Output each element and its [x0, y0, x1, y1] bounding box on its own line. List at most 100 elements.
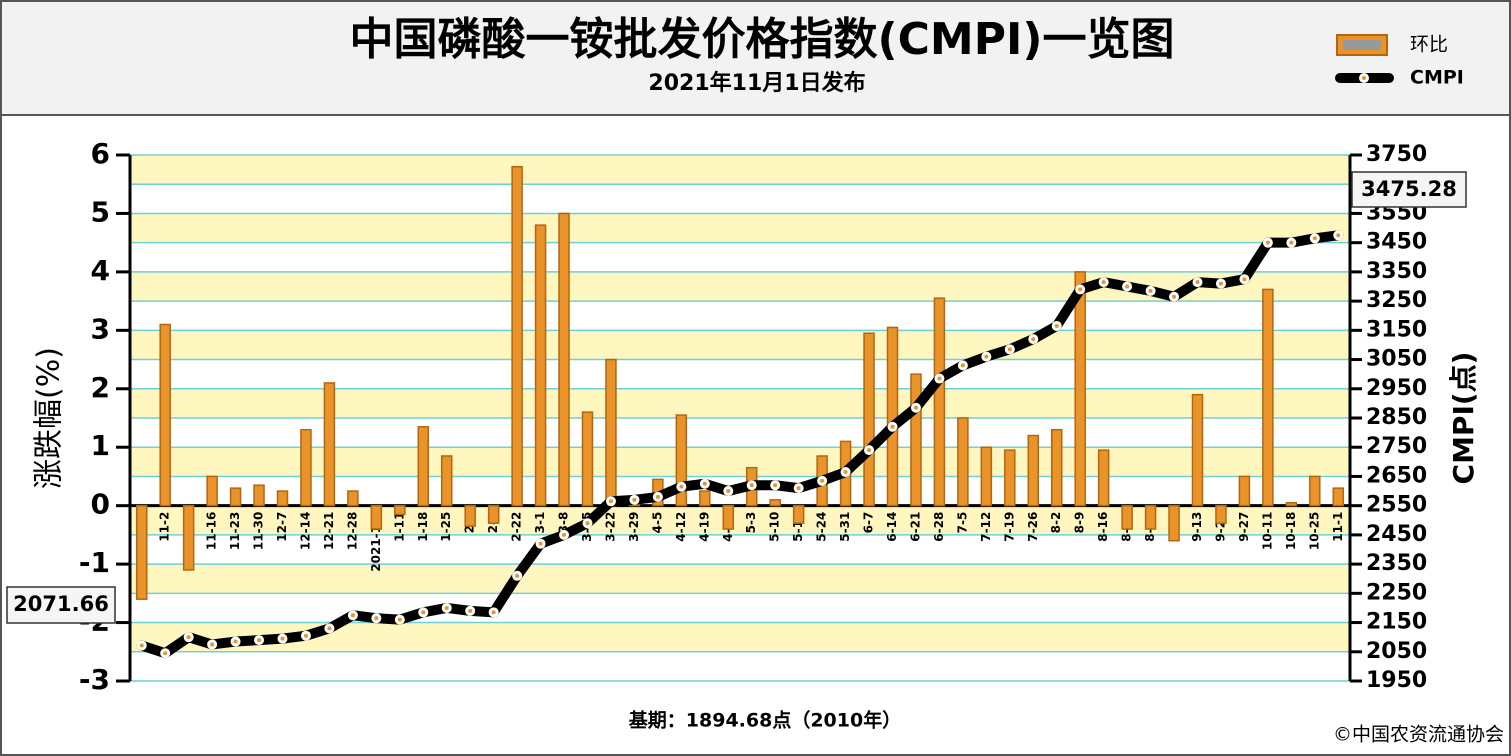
marker-dot: [1289, 240, 1294, 245]
y-tick-label: 1: [91, 429, 110, 462]
marker-dot: [210, 642, 215, 647]
marker-dot: [1172, 294, 1177, 299]
legend-swatch-inner: [1343, 40, 1381, 50]
marker-dot: [796, 486, 801, 491]
x-tick-label: 3-1: [533, 512, 547, 534]
x-tick-label: 4-19: [697, 512, 711, 542]
marker-dot: [749, 483, 754, 488]
marker-dot: [186, 635, 191, 640]
bar: [1191, 393, 1204, 507]
marker-dot: [538, 541, 543, 546]
marker-dot: [773, 483, 778, 488]
marker-dot: [679, 484, 684, 489]
y-tick-label: 6: [91, 137, 110, 170]
grid-band: [130, 155, 1350, 185]
bar: [558, 212, 570, 507]
x-tick-label: 1-11: [392, 512, 406, 542]
y2-tick-label: 3350: [1366, 259, 1427, 284]
y2-tick-label: 2650: [1366, 463, 1427, 488]
bar: [1215, 504, 1227, 524]
bar: [1144, 504, 1157, 530]
bar: [464, 504, 476, 527]
marker-dot: [1195, 280, 1200, 285]
y2-tick-label: 3750: [1366, 142, 1427, 167]
x-tick-label: 7-26: [1026, 512, 1040, 542]
marker-dot: [1218, 281, 1223, 286]
x-tick-label: 6-7: [862, 512, 876, 534]
y2-tick-label: 2750: [1366, 434, 1427, 459]
legend-label: 环比: [1410, 34, 1448, 56]
bar: [159, 323, 171, 507]
bar: [722, 504, 735, 530]
marker-dot: [1031, 337, 1036, 342]
x-tick-label: 11-2: [158, 512, 172, 542]
x-tick-label: 3-22: [603, 512, 617, 542]
x-tick-label: 8-2: [1049, 512, 1063, 534]
bar: [1074, 271, 1086, 507]
marker-dot: [303, 633, 308, 638]
grid-band: [130, 564, 1350, 594]
y-tick-label: 4: [91, 254, 110, 287]
callout-label: 3475.28: [1361, 177, 1457, 201]
header: [0, 0, 1511, 116]
y2-tick-label: 3150: [1366, 317, 1427, 342]
x-tick-label: 1-18: [416, 512, 430, 542]
y-tick-label: 0: [91, 488, 110, 521]
legend-marker-dot: [1362, 76, 1366, 80]
x-tick-label: 11-16: [205, 512, 219, 550]
y-tick-label: 3: [91, 312, 110, 345]
bar: [1285, 501, 1298, 507]
marker-dot: [608, 499, 613, 504]
y2-tick-label: 2250: [1366, 580, 1427, 605]
bar: [206, 475, 218, 507]
callout-label: 2071.66: [13, 592, 109, 616]
x-tick-label: 5-10: [768, 512, 782, 542]
marker-dot: [257, 638, 262, 643]
x-tick-label: 4-5: [650, 512, 664, 534]
bar: [675, 414, 688, 507]
bar: [300, 428, 312, 507]
marker-dot: [585, 521, 590, 526]
line: [136, 230, 1344, 659]
y-tick-label: 2: [91, 371, 110, 404]
marker-dot: [702, 481, 707, 486]
callout-box: [1351, 171, 1467, 208]
marker-dot: [632, 497, 637, 502]
bar: [229, 487, 242, 507]
bar: [276, 490, 289, 507]
bar: [1121, 504, 1133, 530]
bar: [1097, 449, 1110, 507]
marker-dot: [1078, 287, 1083, 292]
marker-dot: [820, 478, 825, 483]
footnote: 基期：1894.68点（2010年）: [628, 709, 901, 732]
marker-dot: [562, 532, 567, 537]
x-tick-label: 11-1: [1331, 512, 1345, 542]
bar: [581, 411, 594, 507]
x-tick-label: 6-14: [885, 512, 899, 542]
y2-axis-label: CMPI(点): [1447, 352, 1480, 485]
marker-dot: [1336, 233, 1341, 238]
x-tick-label: 4-12: [674, 512, 688, 542]
chart-title: 中国磷酸一铵批发价格指数(CMPI)一览图: [350, 14, 1175, 65]
y2-tick-label: 2950: [1366, 376, 1427, 401]
grid-band: [130, 388, 1350, 418]
bar: [182, 504, 195, 571]
x-tick-label: 11-23: [228, 512, 242, 550]
bar: [347, 490, 359, 507]
y-tick-label: -1: [79, 546, 110, 579]
source: ©中国农资流通协会: [1333, 724, 1504, 746]
y2-tick-label: 2050: [1366, 639, 1427, 664]
marker-dot: [937, 376, 942, 381]
x-tick-label: 5-31: [838, 512, 852, 542]
y2-tick-label: 1950: [1366, 668, 1427, 693]
x-tick-label: 7-5: [955, 512, 969, 534]
y2-tick-label: 2850: [1366, 405, 1427, 430]
y2-tick-label: 3250: [1366, 288, 1427, 313]
bar: [769, 499, 781, 507]
marker-dot: [1312, 236, 1317, 241]
grid-band: [130, 447, 1350, 477]
marker-dot: [726, 489, 731, 494]
marker-dot: [867, 448, 872, 453]
y2-tick-label: 3050: [1366, 347, 1427, 372]
